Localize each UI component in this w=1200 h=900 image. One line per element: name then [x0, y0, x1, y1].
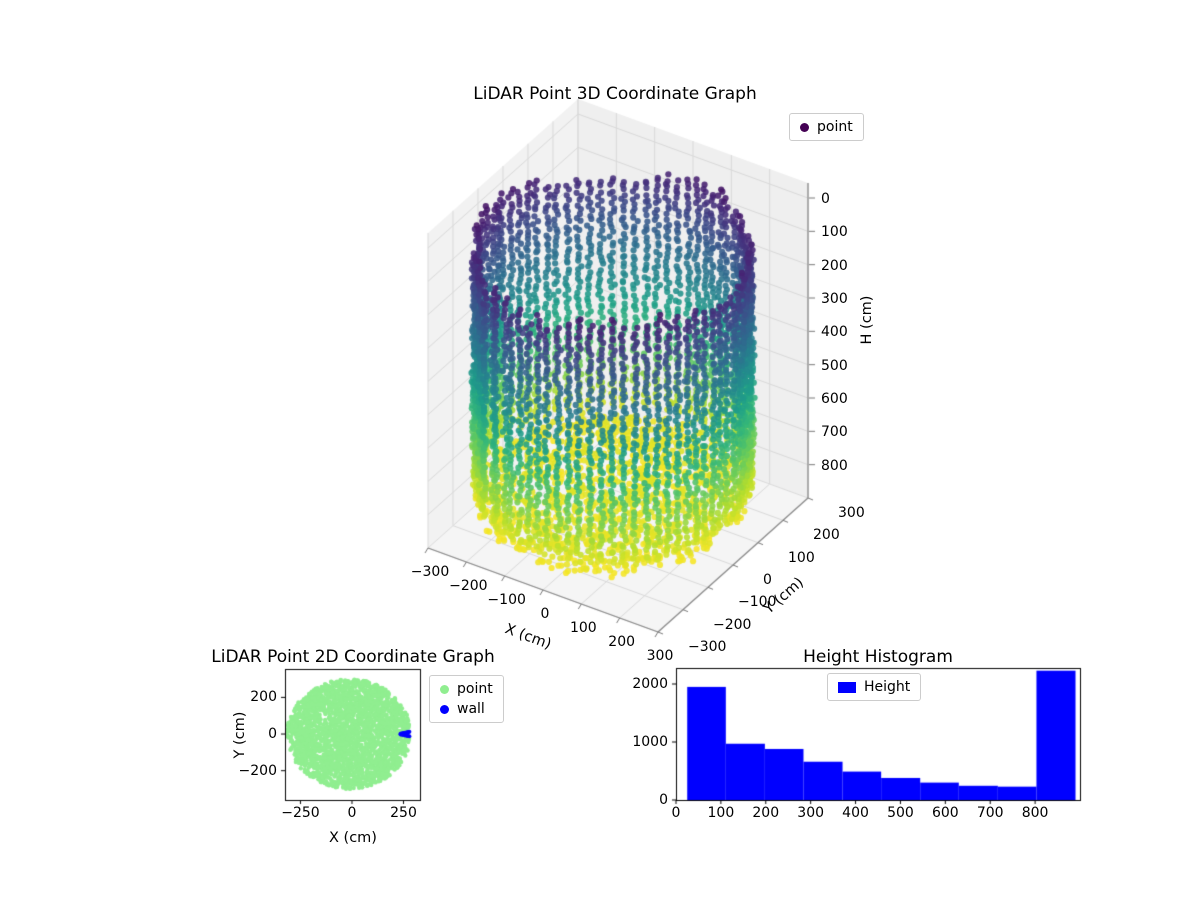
plot3d-x-tick-label: 300 — [646, 648, 674, 664]
hist-x-tick-label: 500 — [887, 805, 914, 821]
hist-y-tick-label: 2000 — [632, 676, 668, 692]
hist-legend-swatch-icon — [838, 681, 856, 693]
hist-title: Height Histogram — [803, 647, 953, 667]
plot3d-legend-label: point — [817, 119, 853, 135]
hist-x-tick-label: 600 — [931, 805, 959, 821]
plot3d-y-tick-label: 100 — [788, 549, 815, 566]
plot3d-z-tick-label: 100 — [821, 224, 848, 241]
plot3d-z-tick-label: 700 — [821, 424, 848, 441]
plot2d-y-tick-label: 200 — [250, 689, 277, 706]
plot3d-y-tick-label: 300 — [838, 505, 865, 521]
plot2d-legend-label-point: point — [457, 681, 493, 697]
legend2d-wall-marker-icon — [440, 704, 449, 714]
plot3d-z-tick-label: 0 — [821, 191, 830, 207]
plot3d-z-tick-label: 200 — [821, 257, 848, 274]
hist-x-tick-label: 100 — [707, 805, 735, 821]
plot2d-y-tick-label: −200 — [238, 762, 277, 779]
plot3d-y-tick-label: 0 — [763, 572, 772, 588]
plot2d-title: LiDAR Point 2D Coordinate Graph — [211, 647, 495, 667]
plot3d-z-tick-label: 800 — [821, 457, 848, 474]
plot3d-x-tick-label: −200 — [449, 578, 488, 594]
hist-legend-label: Height — [864, 679, 911, 695]
plot3d-title: LiDAR Point 3D Coordinate Graph — [473, 84, 757, 104]
plot3d-z-tick-label: 400 — [821, 324, 848, 341]
hist-x-tick-label: 400 — [842, 805, 869, 821]
legend2d-point-marker-icon — [440, 684, 449, 694]
plot3d-zlabel: H (cm) — [859, 295, 875, 345]
hist-x-tick-label: 300 — [797, 805, 825, 821]
hist-x-tick-label: 700 — [976, 805, 1004, 821]
plot3d-z-tick-label: 500 — [821, 357, 848, 374]
plot2d-x-tick-label: −250 — [281, 805, 320, 821]
plot3d-y-tick-label: −200 — [713, 616, 752, 633]
legend3d-marker-icon — [800, 122, 809, 132]
plot3d-z-tick-label: 600 — [821, 391, 848, 407]
plot3d-legend-item-point: point — [800, 119, 853, 135]
plot2d-ylabel: Y (cm) — [232, 711, 248, 759]
hist-y-tick-label: 1000 — [632, 734, 668, 750]
hist-x-tick-label: 800 — [1021, 805, 1049, 821]
plot3d-z-tick-label: 300 — [821, 291, 848, 307]
hist-legend-item-height: Height — [838, 679, 910, 695]
plot3d-y-tick-label: 200 — [813, 527, 840, 544]
plot2d-legend-item-wall: wall — [440, 701, 493, 717]
hist-y-tick-label: 0 — [659, 792, 668, 808]
plot3d-x-tick-label: 200 — [608, 634, 636, 650]
plot3d-y-tick-label: −100 — [738, 594, 777, 611]
plot3d-x-tick-label: 0 — [540, 606, 550, 622]
plot2d-xlabel: X (cm) — [329, 830, 377, 846]
hist-x-tick-label: 200 — [752, 805, 780, 821]
plot3d-x-tick-label: −100 — [487, 592, 526, 608]
plot3d-x-tick-label: −300 — [410, 564, 450, 580]
hist-x-tick-label: 0 — [671, 805, 681, 821]
plot2d-x-tick-label: 0 — [347, 805, 357, 821]
plot2d-x-tick-label: 250 — [390, 805, 417, 821]
plot2d-legend: point wall — [429, 675, 504, 723]
plot2d-legend-label-wall: wall — [457, 701, 485, 717]
hist-legend: Height — [827, 673, 922, 701]
plot2d-legend-item-point: point — [440, 681, 493, 697]
plot3d-legend: point — [789, 113, 864, 141]
plot3d-y-tick-label: −300 — [688, 639, 727, 655]
plot3d-x-tick-label: 100 — [569, 620, 597, 636]
plot2d-y-tick-label: 0 — [268, 726, 277, 743]
